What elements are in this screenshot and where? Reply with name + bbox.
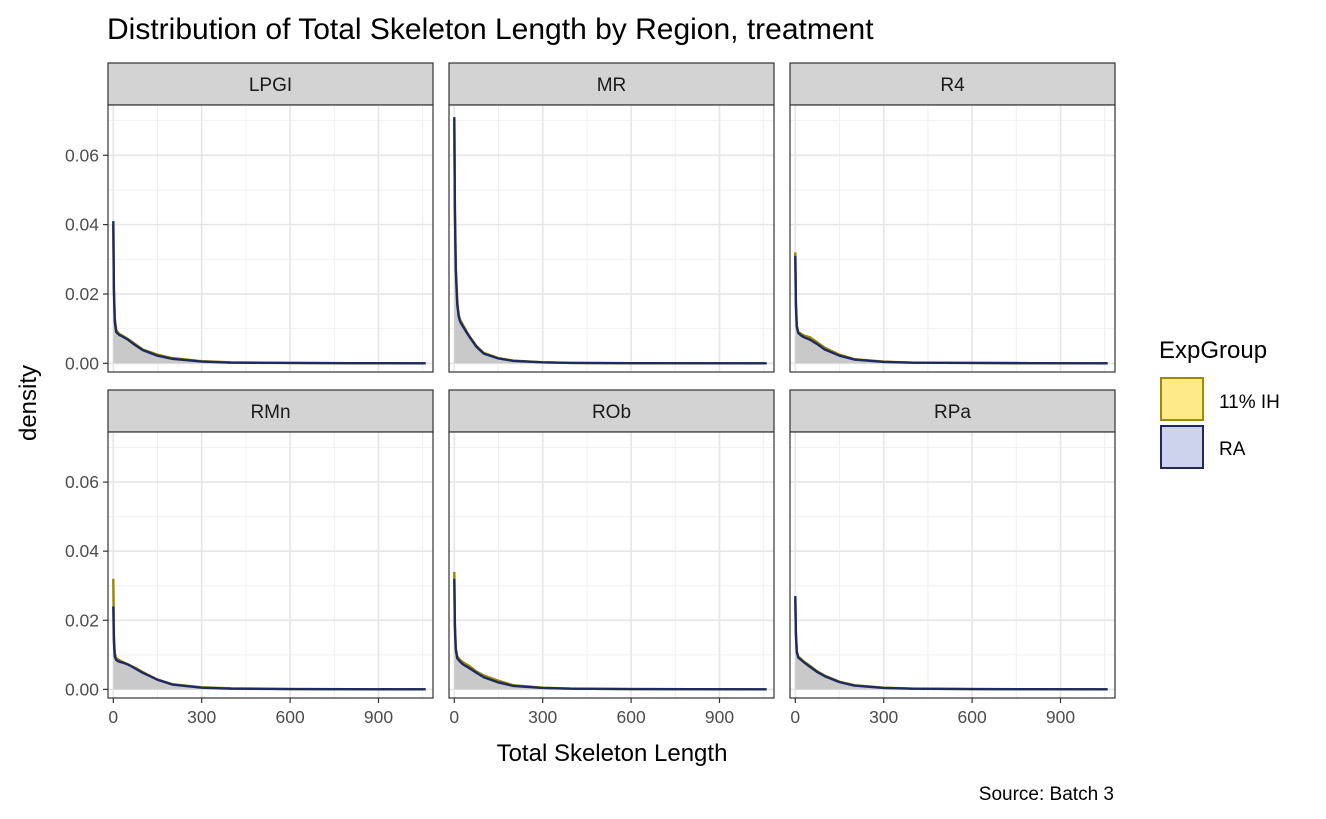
facet-strip-label: R4: [940, 75, 965, 96]
x-tick-label: 300: [528, 707, 557, 727]
panel-border: [107, 104, 434, 373]
facet-RMn: RMn: [107, 389, 434, 699]
panel-background: [790, 432, 1115, 698]
density-line-ra: [112, 606, 426, 691]
facet-MR: MR: [448, 62, 775, 373]
facet-strip: [789, 62, 1116, 106]
chart-title: Distribution of Total Skeleton Length by…: [107, 13, 874, 46]
x-tick-label: 300: [869, 707, 898, 727]
y-tick-label: 0.02: [65, 284, 99, 304]
facet-panels: LPGI MR R4 RMn ROb RPa: [107, 62, 1116, 699]
x-tick-label: 600: [616, 707, 645, 727]
legend-label-ra: RA: [1219, 439, 1246, 460]
facet-strip-label: LPGI: [249, 75, 292, 96]
facet-strip-label: RPa: [934, 402, 971, 423]
facet-strip-label: MR: [597, 75, 627, 96]
x-tick-label: 600: [957, 707, 986, 727]
x-tick-label: 900: [364, 707, 393, 727]
density-line-ra: [794, 596, 1108, 691]
panel-background: [108, 105, 433, 372]
y-tick-label: 0.04: [65, 541, 99, 561]
y-tick-label: 0.00: [65, 679, 99, 699]
facet-strip-label: RMn: [250, 402, 290, 423]
legend-title: ExpGroup: [1159, 337, 1267, 364]
legend-key-ih: [1160, 377, 1204, 421]
y-tick-label: 0.04: [65, 215, 99, 235]
facet-strip: [448, 62, 775, 106]
x-tick-label: 0: [790, 707, 800, 727]
panel-border: [448, 431, 775, 699]
facet-ROb: ROb: [448, 389, 775, 699]
x-tick-label: 300: [187, 707, 216, 727]
legend-key-ra: [1160, 425, 1204, 469]
y-tick-label: 0.02: [65, 610, 99, 630]
panel-border: [789, 104, 1116, 373]
y-tick-label: 0.06: [65, 472, 99, 492]
panel-border: [107, 431, 434, 699]
x-tick-label: 0: [449, 707, 459, 727]
x-axis-title: Total Skeleton Length: [497, 740, 728, 767]
x-tick-label: 0: [108, 707, 118, 727]
legend: ExpGroup 11% IH RA: [1159, 337, 1280, 469]
legend-label-ih: 11% IH: [1219, 392, 1280, 413]
facet-R4: R4: [789, 62, 1116, 373]
x-axes: 0 300 600 900 0 300 600 900 0 300 600 900: [108, 698, 1075, 727]
facet-strip: [107, 389, 434, 433]
panel-border: [448, 104, 775, 373]
facet-RPa: RPa: [789, 389, 1116, 699]
density-line-ra: [112, 221, 426, 365]
facet-strip: [448, 389, 775, 433]
y-tick-label: 0.00: [65, 353, 99, 373]
x-tick-label: 900: [705, 707, 734, 727]
density-line-ra: [794, 255, 1108, 365]
y-axes: 0.00 0.02 0.04 0.06 0.00 0.02 0.04 0.06: [65, 145, 108, 699]
panel-background: [449, 105, 774, 372]
facet-strip: [107, 62, 434, 106]
density-area-overlap: [795, 255, 1108, 364]
density-line-ra: [453, 578, 767, 691]
y-axis-title: density: [15, 365, 42, 441]
facet-strip-label: ROb: [592, 402, 631, 423]
panel-background: [449, 432, 774, 698]
panel-background: [108, 432, 433, 698]
y-tick-label: 0.06: [65, 145, 99, 165]
chart-caption: Source: Batch 3: [979, 784, 1114, 805]
facet-LPGI: LPGI: [107, 62, 434, 373]
x-tick-label: 600: [275, 707, 304, 727]
density-line-ra: [453, 117, 767, 365]
density-area-overlap: [113, 606, 426, 690]
panel-border: [789, 431, 1116, 699]
panel-background: [790, 105, 1115, 372]
x-tick-label: 900: [1046, 707, 1075, 727]
density-area-overlap: [795, 599, 1108, 690]
